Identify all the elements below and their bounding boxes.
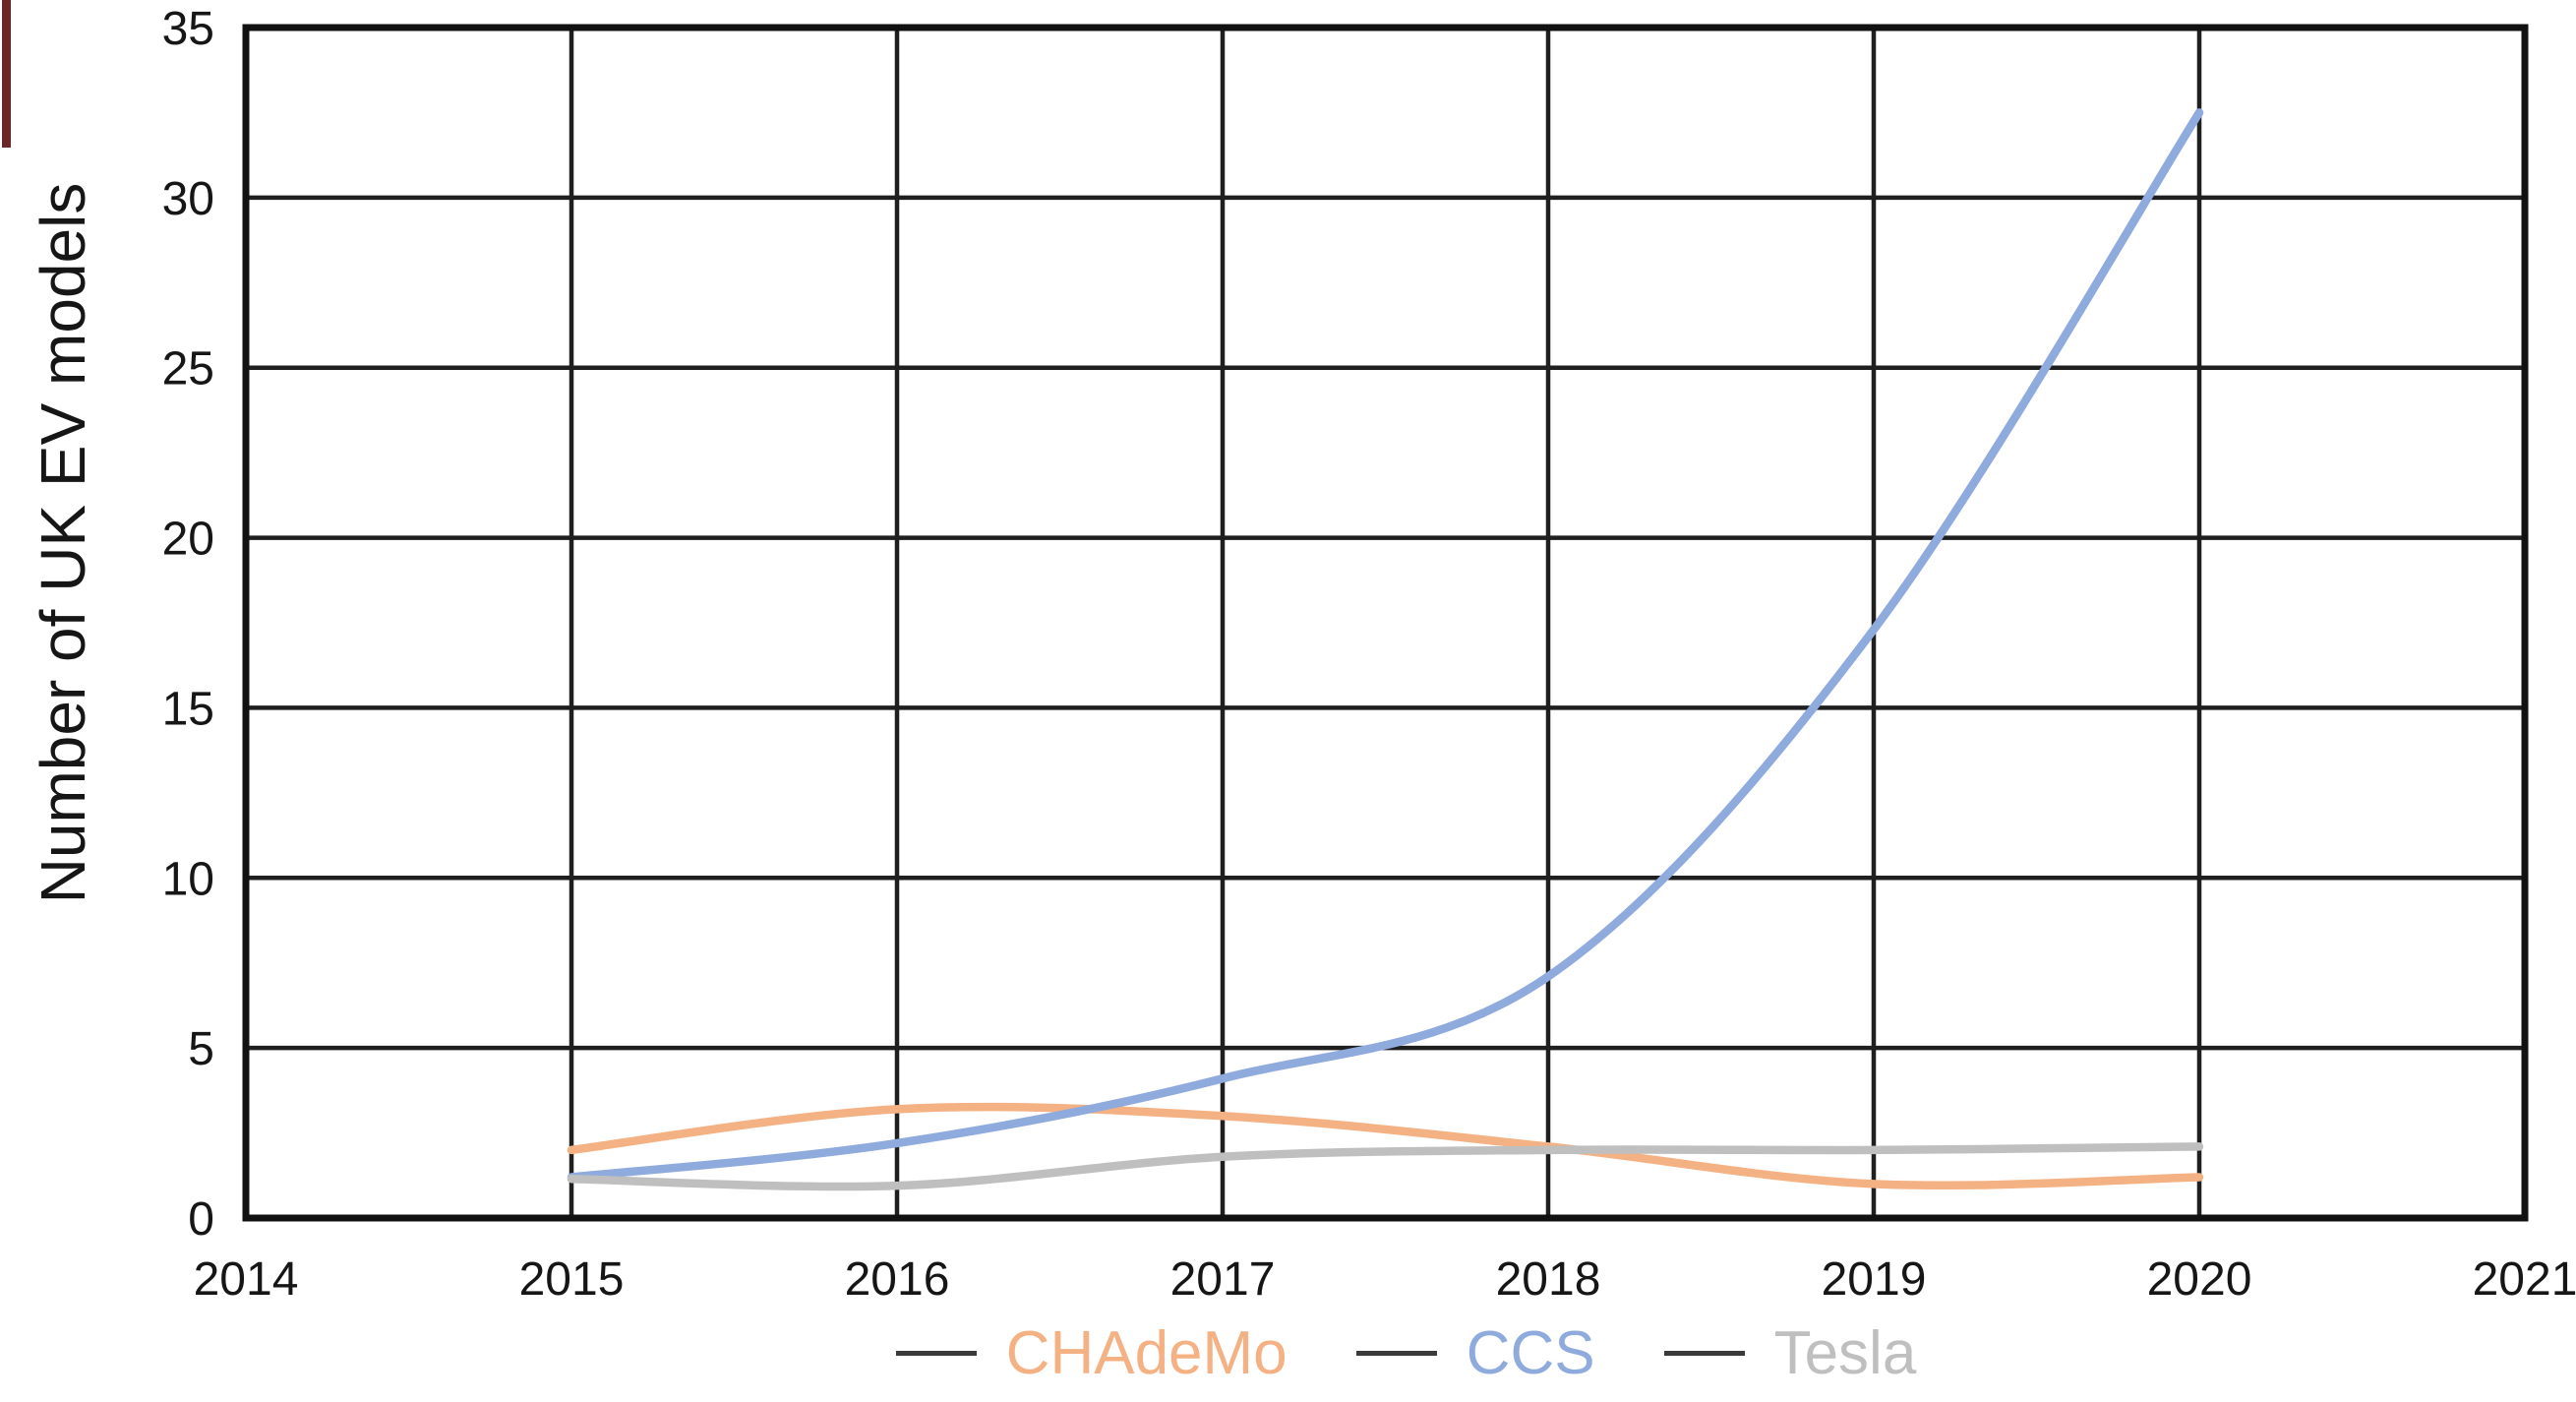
y-tick-label: 15 (162, 683, 214, 735)
x-tick-label: 2017 (1170, 1253, 1276, 1306)
x-tick-label: 2018 (1496, 1253, 1601, 1306)
legend-label: CHAdeMo (1005, 1318, 1288, 1387)
legend-dash-icon (895, 1350, 977, 1356)
legend-item-ccs: CCS (1355, 1318, 1595, 1388)
x-tick-label: 2015 (519, 1253, 625, 1306)
plot-border (242, 24, 2529, 1222)
y-tick-label: 25 (162, 343, 214, 396)
y-tick-label: 0 (188, 1193, 214, 1246)
legend-dash-icon (1355, 1350, 1437, 1356)
y-tick-label: 35 (162, 3, 214, 55)
x-tick-label: 2014 (194, 1253, 299, 1306)
y-tick-label: 5 (188, 1023, 214, 1075)
y-tick-label: 10 (162, 853, 214, 905)
x-tick-label: 2016 (845, 1253, 950, 1306)
x-tick-label: 2021 (2473, 1253, 2576, 1306)
legend-dash-icon (1663, 1350, 1745, 1356)
legend-item-tesla: Tesla (1663, 1318, 1917, 1388)
legend-item-chademo: CHAdeMo (895, 1318, 1288, 1388)
y-tick-label: 30 (162, 173, 214, 225)
x-tick-label: 2019 (1822, 1253, 1927, 1306)
legend: CHAdeMo CCS Tesla (236, 1304, 2576, 1402)
legend-label: Tesla (1773, 1318, 1917, 1387)
y-tick-label: 20 (162, 514, 214, 566)
series-line-tesla (567, 1142, 2204, 1191)
x-tick-label: 2020 (2147, 1253, 2252, 1306)
series-line-ccs (567, 108, 2204, 1182)
legend-label: CCS (1466, 1318, 1595, 1387)
series-line-chademo (567, 1102, 2204, 1190)
scan-artifact-strip (2, 0, 11, 148)
